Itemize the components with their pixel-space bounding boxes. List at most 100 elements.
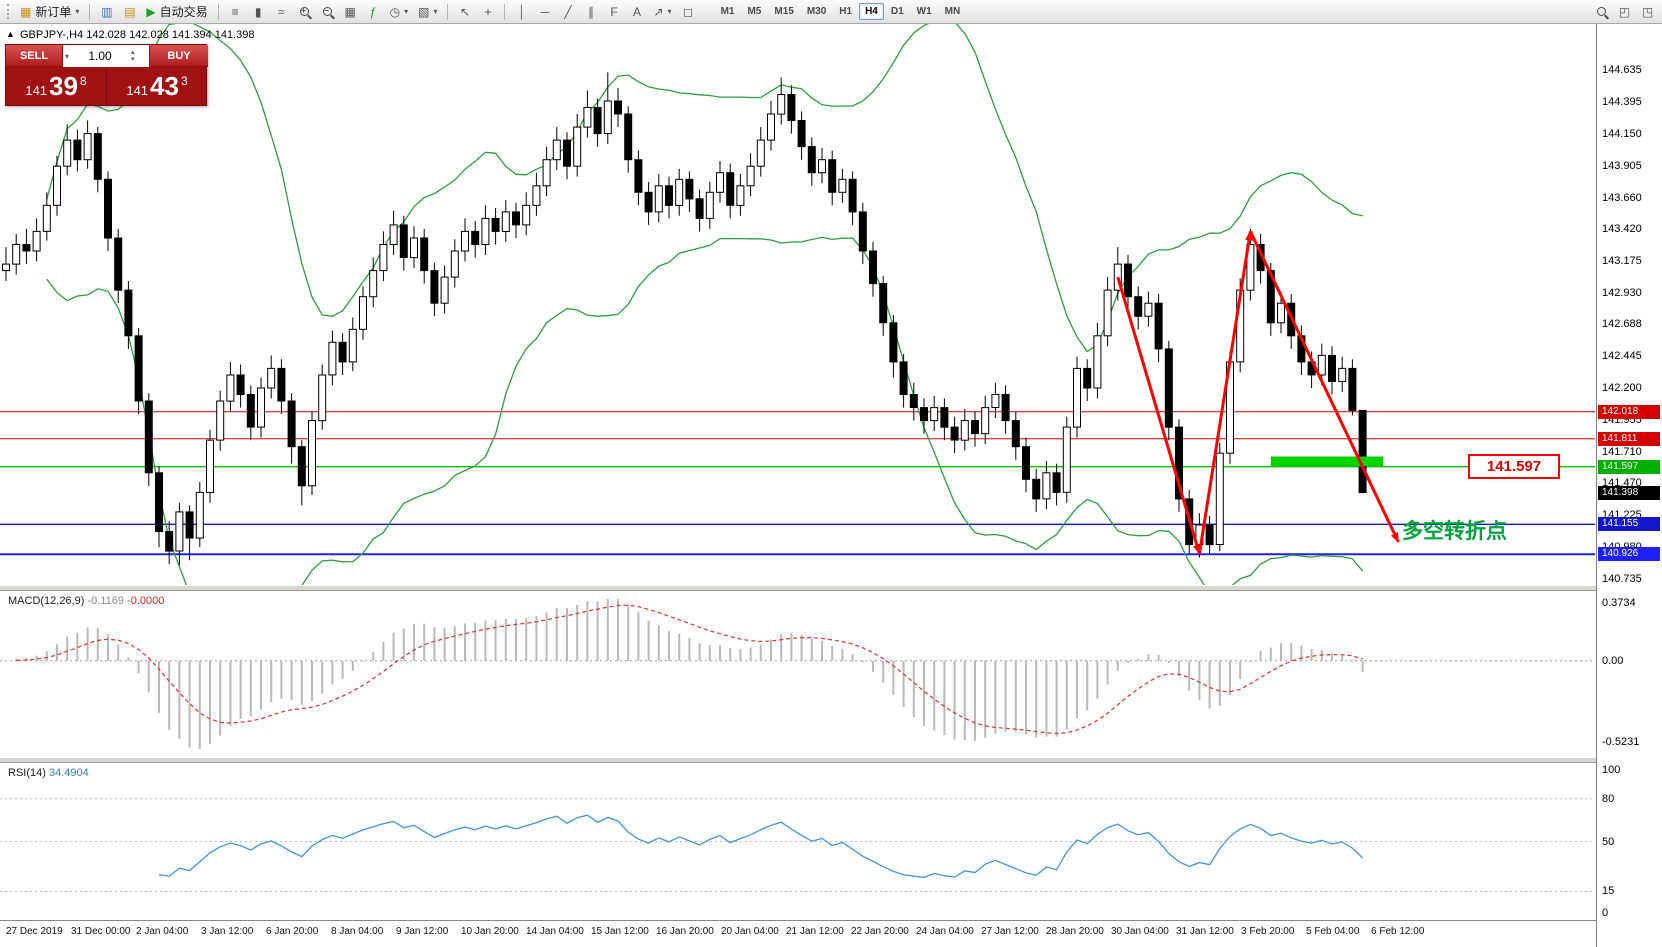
candle-body xyxy=(1328,354,1336,382)
sell-price[interactable]: 141 39 8 xyxy=(6,67,106,105)
toolbar-separator xyxy=(217,3,219,20)
rsi-value: 34.4904 xyxy=(48,767,89,779)
cursor-button[interactable]: ↖ xyxy=(454,2,475,22)
shapes-button[interactable]: ◻ xyxy=(678,2,699,22)
stepper-down-icon[interactable]: ▾ xyxy=(131,56,135,63)
turning-point-label[interactable]: 多空转折点 xyxy=(1402,519,1507,543)
candle-body xyxy=(1083,367,1092,389)
line-chart-button[interactable]: ≈ xyxy=(271,2,292,22)
time-label: 31 Dec 00:00 xyxy=(71,926,131,937)
time-label: 6 Jan 20:00 xyxy=(266,926,319,937)
autotrading-button[interactable]: ▶ 自动交易 xyxy=(142,2,211,22)
one-click-panel-toggle[interactable]: ▲ xyxy=(6,29,15,39)
timeframe-m5[interactable]: M5 xyxy=(741,3,767,20)
candle-body xyxy=(144,400,153,474)
fibonacci-button[interactable]: F xyxy=(603,2,624,22)
candle-body xyxy=(1032,478,1041,500)
zoom-in-button[interactable]: + xyxy=(294,2,315,22)
zoom-out-button[interactable]: − xyxy=(317,2,338,22)
candle-body xyxy=(522,204,531,226)
macd-panel-canvas[interactable] xyxy=(0,591,1595,757)
arrows-button[interactable]: ↗ ▾ xyxy=(649,2,675,22)
candle-body xyxy=(532,185,541,206)
chevron-down-icon[interactable]: ▾ xyxy=(65,51,70,61)
new-order-button[interactable]: ▦ 新订单 ▾ xyxy=(16,2,83,22)
profiles-button[interactable]: ▤ xyxy=(119,2,140,22)
candle-body xyxy=(348,328,357,363)
buy-price[interactable]: 141 43 3 xyxy=(107,67,207,105)
time-axis[interactable]: 27 Dec 2019 31 Dec 00:00 2 Jan 04:00 3 Jan … xyxy=(0,920,1596,947)
time-label: 15 Jan 12:00 xyxy=(591,926,649,937)
candle-body xyxy=(369,270,378,298)
horizontal-line-button[interactable]: ─ xyxy=(534,2,555,22)
channel-button[interactable]: ∥ xyxy=(580,2,601,22)
candle-body xyxy=(1154,302,1163,350)
panel-separator[interactable] xyxy=(0,757,1596,763)
candle-body xyxy=(216,400,225,441)
sell-button[interactable]: SELL xyxy=(6,45,62,67)
macd-signal-line xyxy=(16,604,1363,735)
timeframe-m1[interactable]: M1 xyxy=(715,3,741,20)
new-window-button[interactable]: ◳ xyxy=(1637,2,1658,22)
candles-layer xyxy=(2,72,1367,566)
toolbar-handle[interactable] xyxy=(7,4,11,19)
time-label: 27 Jan 12:00 xyxy=(981,926,1039,937)
charts-button[interactable]: ▥ xyxy=(96,2,117,22)
candle-body xyxy=(624,113,633,161)
timeframe-m15[interactable]: M15 xyxy=(768,3,799,20)
time-label: 22 Jan 20:00 xyxy=(851,926,909,937)
vertical-line-button[interactable]: │ xyxy=(511,2,532,22)
candle-body xyxy=(318,374,327,422)
templates-icon: ▧ xyxy=(418,4,430,19)
periods-button[interactable]: ◷ ▾ xyxy=(386,2,413,22)
candle-body xyxy=(165,531,174,552)
text-button[interactable]: A xyxy=(626,2,647,22)
candle-body xyxy=(1175,426,1183,500)
candle-body xyxy=(705,191,714,219)
price-tag: 140.926 xyxy=(1598,547,1660,562)
search-button[interactable] xyxy=(1591,2,1612,22)
candle-body xyxy=(879,283,888,324)
rsi-name: RSI(14) xyxy=(8,767,46,779)
tile-windows-button[interactable]: ▦ xyxy=(340,2,361,22)
cascade-windows-button[interactable]: ◰ xyxy=(1614,2,1635,22)
price-scale[interactable]: 144.635 144.395 144.150 143.905 143.660 143.4… xyxy=(1596,24,1662,947)
candle-body xyxy=(869,250,877,285)
templates-button[interactable]: ▧ ▾ xyxy=(414,2,441,22)
candle-chart-button[interactable]: ▮ xyxy=(248,2,269,22)
rsi-panel-canvas[interactable] xyxy=(0,763,1595,920)
buy-button[interactable]: BUY xyxy=(150,45,208,67)
candle-body xyxy=(134,335,143,402)
volume-input[interactable] xyxy=(71,49,130,63)
candle-body xyxy=(22,244,31,252)
timeframe-m30[interactable]: M30 xyxy=(801,3,832,20)
timeframe-h1[interactable]: H1 xyxy=(833,3,858,20)
arrow-drawings-layer[interactable] xyxy=(1116,230,1400,555)
time-label: 30 Jan 04:00 xyxy=(1111,926,1169,937)
candle-body xyxy=(2,263,10,272)
timeframe-d1[interactable]: D1 xyxy=(885,3,910,20)
candle-body xyxy=(563,139,571,167)
bar-chart-button[interactable]: ≡ xyxy=(225,2,246,22)
candle-body xyxy=(848,178,857,213)
time-label: 10 Jan 20:00 xyxy=(461,926,519,937)
trendline-button[interactable]: ╱ xyxy=(557,2,578,22)
symbol-period-label: GBPJPY-,H4 xyxy=(20,29,84,41)
time-label: 24 Jan 04:00 xyxy=(916,926,974,937)
timeframe-w1[interactable]: W1 xyxy=(911,3,938,20)
main-chart-canvas[interactable] xyxy=(0,24,1595,585)
time-label: 27 Dec 2019 xyxy=(6,926,63,937)
price-callout-box[interactable]: 141.597 xyxy=(1468,453,1560,479)
candle-body xyxy=(430,270,439,304)
candle-body xyxy=(257,387,265,428)
panel-separator[interactable] xyxy=(0,585,1596,591)
indicators-button[interactable]: ƒ xyxy=(363,2,384,22)
timeframe-h4[interactable]: H4 xyxy=(859,3,884,20)
stepper-up-icon[interactable]: ▴ xyxy=(131,49,135,56)
candle-body xyxy=(981,407,990,435)
timeframe-mn[interactable]: MN xyxy=(939,3,967,20)
candle-body xyxy=(359,296,367,330)
price-tick: 143.420 xyxy=(1602,222,1642,235)
text-icon: A xyxy=(632,4,641,19)
crosshair-button[interactable]: + xyxy=(477,2,498,22)
